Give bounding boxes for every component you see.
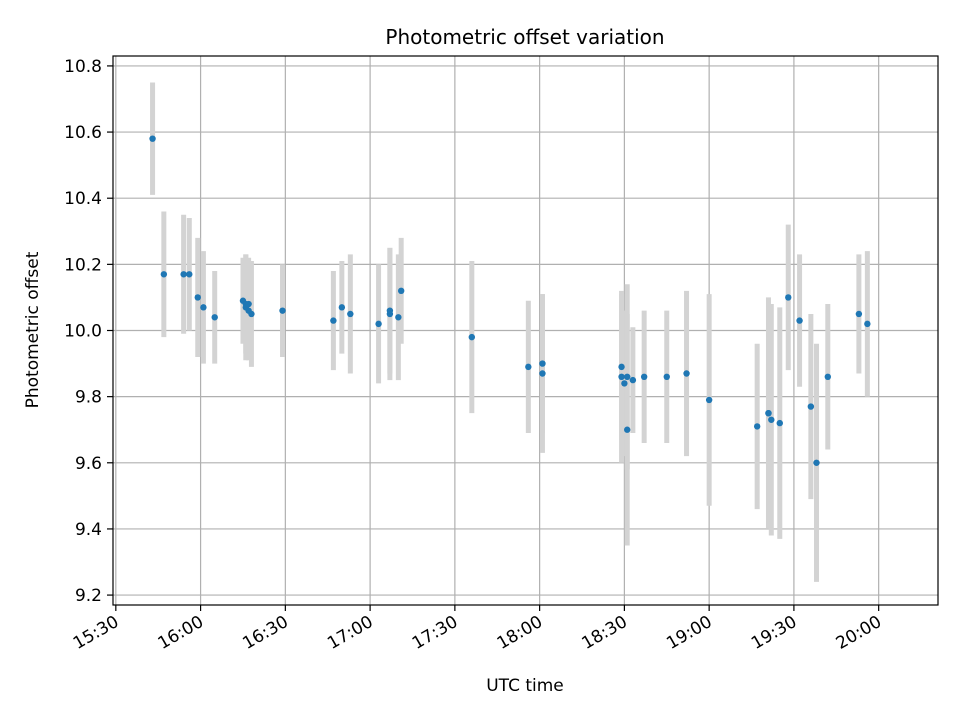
x-tick-label: 17:30: [409, 612, 461, 654]
y-tick-label: 10.2: [64, 255, 102, 275]
data-point: [624, 426, 631, 433]
y-tick-label: 9.2: [75, 586, 102, 606]
y-tick-label: 9.8: [75, 388, 102, 408]
y-tick-label: 10.4: [64, 189, 102, 209]
data-point: [395, 314, 402, 321]
y-tick-label: 9.4: [75, 520, 102, 540]
y-tick-label: 10.0: [64, 322, 102, 342]
data-point: [397, 287, 405, 295]
data-point: [683, 370, 690, 377]
chart-title: Photometric offset variation: [385, 25, 664, 49]
data-point: [705, 396, 713, 404]
x-tick-label: 19:00: [663, 612, 715, 654]
data-point: [386, 307, 394, 314]
data-point: [629, 376, 637, 384]
data-point: [807, 403, 815, 410]
data-point: [624, 373, 631, 381]
data-point: [768, 416, 775, 423]
x-tick-label: 20:00: [833, 612, 885, 654]
data-point: [200, 304, 207, 311]
data-point: [824, 373, 832, 381]
x-tick-label: 18:00: [494, 612, 546, 654]
data-point: [864, 320, 871, 328]
data-point: [468, 333, 476, 341]
data-point: [525, 363, 532, 371]
data-point: [796, 317, 803, 324]
y-axis-ticks: 9.2 9.4 9.6 9.8 10.0 10.2 10.4 10.6 10.8: [64, 57, 113, 606]
data-point: [618, 373, 625, 381]
grid: [113, 56, 938, 605]
data-point: [375, 320, 382, 328]
x-tick-label: 15:30: [70, 612, 122, 654]
data-point: [180, 271, 187, 278]
data-point: [621, 380, 628, 387]
data-point: [539, 360, 546, 367]
y-tick-label: 10.6: [64, 123, 102, 143]
y-tick-label: 10.8: [64, 57, 102, 77]
data-point: [765, 409, 772, 417]
data-point: [279, 307, 286, 314]
data-point: [855, 310, 863, 318]
data-point: [186, 271, 193, 278]
data-point: [211, 314, 218, 321]
data-point: [194, 294, 201, 301]
x-tick-label: 16:30: [239, 612, 291, 654]
data-point: [245, 300, 252, 308]
data-point: [160, 271, 168, 278]
x-axis-ticks: 15:30 16:00 16:30 17:00 17:30 18:00 18:30 19:00…: [70, 605, 885, 654]
data-point: [330, 317, 337, 324]
data-point: [539, 370, 546, 377]
data-point: [785, 294, 792, 301]
data-point: [347, 310, 354, 318]
y-tick-label: 9.6: [75, 454, 102, 474]
data-point: [663, 373, 670, 381]
data-point: [618, 363, 625, 371]
data-point: [753, 423, 761, 430]
data-point: [640, 373, 648, 381]
error-bars: [150, 82, 870, 582]
data-point: [338, 304, 346, 311]
data-point: [149, 135, 156, 142]
data-points: [149, 135, 871, 466]
x-tick-label: 18:30: [578, 612, 630, 654]
x-axis-title: UTC time: [486, 676, 564, 696]
x-tick-label: 19:30: [748, 612, 800, 654]
data-point: [776, 419, 783, 427]
data-point: [813, 459, 820, 466]
x-tick-label: 17:00: [324, 612, 376, 654]
data-point: [248, 310, 255, 318]
y-axis-title: Photometric offset: [23, 251, 43, 408]
x-tick-label: 16:00: [155, 612, 207, 654]
